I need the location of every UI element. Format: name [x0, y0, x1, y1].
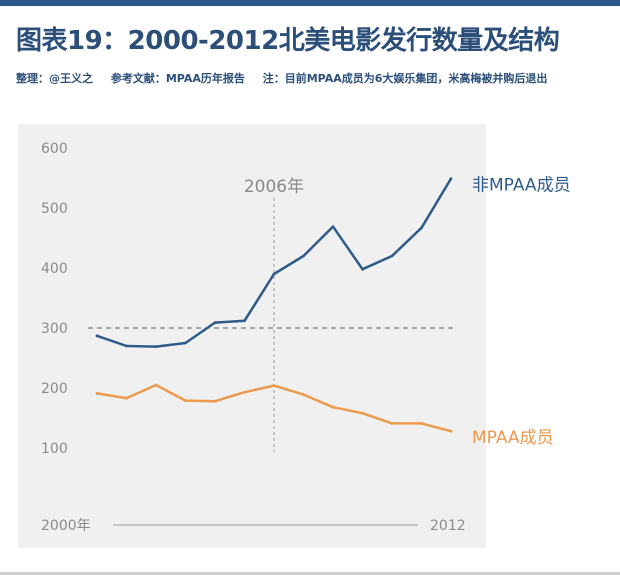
- data-point-non-mpaa: [95, 334, 99, 338]
- data-point-mpaa: [331, 405, 335, 409]
- data-point-mpaa: [154, 383, 158, 387]
- data-point-mpaa: [125, 396, 128, 400]
- data-point-mpaa: [420, 422, 423, 425]
- series-label-non-mpaa: 非MPAA成员: [472, 176, 571, 196]
- y-tick-label: 200: [41, 381, 68, 397]
- series-line-non-mpaa: [96, 177, 453, 348]
- data-point-non-mpaa: [390, 254, 394, 258]
- data-point-mpaa: [361, 411, 364, 415]
- annotation-label-2006: 2006年: [244, 177, 304, 197]
- data-point-non-mpaa: [154, 345, 158, 348]
- compiler-label: 整理：@王义之: [16, 72, 93, 85]
- x-axis-end-label: 2012: [430, 518, 466, 534]
- data-point-non-mpaa: [449, 177, 453, 181]
- data-point-non-mpaa: [213, 321, 217, 324]
- top-accent-bar: [0, 0, 620, 6]
- note-label: 注：目前MPAA成员为6大娱乐集团，米高梅被并购后退出: [262, 72, 548, 85]
- chart-title: 图表19：2000-2012北美电影发行数量及结构: [16, 26, 560, 56]
- series-label-mpaa: MPAA成员: [472, 428, 554, 448]
- data-point-non-mpaa: [302, 254, 305, 258]
- data-point-mpaa: [243, 390, 246, 394]
- data-point-non-mpaa: [243, 319, 246, 323]
- data-point-mpaa: [302, 393, 305, 396]
- y-tick-label: 400: [41, 261, 68, 277]
- reference-label: 参考文献：MPAA历年报告: [110, 72, 245, 85]
- data-point-non-mpaa: [272, 272, 276, 276]
- bottom-divider: [0, 572, 620, 575]
- data-point-mpaa: [213, 399, 217, 403]
- data-point-non-mpaa: [420, 226, 423, 230]
- data-point-mpaa: [390, 422, 394, 425]
- data-point-mpaa: [272, 384, 276, 387]
- data-point-non-mpaa: [125, 344, 128, 348]
- data-point-non-mpaa: [184, 341, 187, 345]
- y-tick-label: 500: [41, 201, 68, 217]
- x-axis-start-label: 2000年: [41, 518, 91, 534]
- data-point-non-mpaa: [361, 267, 364, 271]
- data-point-non-mpaa: [331, 225, 335, 229]
- data-point-mpaa: [95, 392, 99, 395]
- data-point-mpaa: [184, 399, 187, 402]
- data-point-mpaa: [449, 429, 453, 433]
- chart-source-line: 整理：@王义之 参考文献：MPAA历年报告 注：目前MPAA成员为6大娱乐集团，…: [16, 70, 561, 86]
- y-tick-label: 300: [41, 321, 68, 337]
- y-tick-label: 100: [41, 441, 68, 457]
- y-tick-label: 600: [41, 141, 68, 157]
